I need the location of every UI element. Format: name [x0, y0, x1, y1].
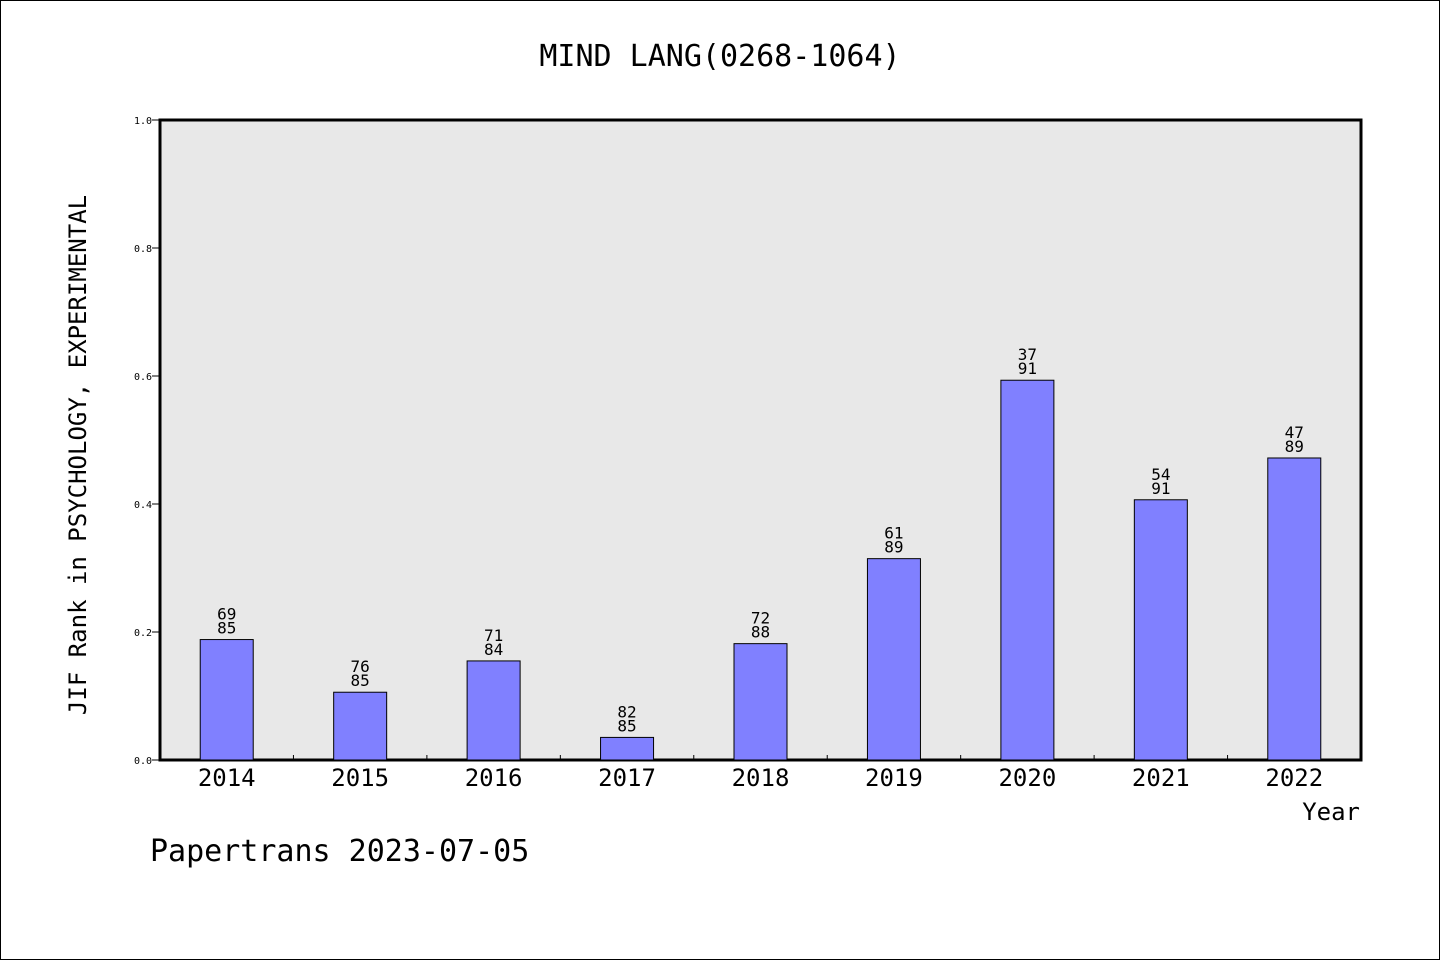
bar-2018	[733, 643, 788, 761]
bar-total-label: 91	[1151, 479, 1170, 498]
footer-source-label: Papertrans 2023-07-05	[150, 834, 530, 869]
bar-total-label: 84	[484, 640, 503, 659]
y-tick-label: 0.4	[134, 500, 152, 511]
bar-2014	[199, 639, 254, 761]
chart-title: MIND LANG(0268-1064)	[539, 39, 900, 74]
bar-rank-label: 54	[1151, 465, 1170, 484]
y-tick-label: 0.8	[134, 244, 152, 255]
x-axis-label: Year	[1302, 798, 1360, 826]
x-tick-label: 2020	[998, 764, 1056, 792]
bar-rank-label: 69	[217, 605, 236, 624]
bar-total-label: 85	[217, 619, 236, 638]
bar-2020	[1000, 379, 1055, 761]
bar-total-label: 85	[351, 671, 370, 690]
x-tick-label: 2015	[331, 764, 389, 792]
bar-rank-label: 71	[484, 626, 503, 645]
bar-2017	[600, 736, 655, 761]
x-tick-label: 2017	[598, 764, 656, 792]
bar-total-label: 89	[1285, 437, 1304, 456]
y-tick-label: 1.0	[134, 116, 152, 127]
y-tick-label: 0.0	[134, 756, 152, 767]
y-axis-label: JIF Rank in PSYCHOLOGY, EXPERIMENTAL	[64, 195, 92, 715]
x-axis-ticks	[292, 755, 1229, 760]
bar-total-label: 85	[617, 716, 636, 735]
y-axis-ticks: 0.0 0.2 0.4 0.6 0.8 1.0	[134, 116, 160, 767]
bars-group	[199, 379, 1322, 761]
bar-rank-label: 76	[351, 657, 370, 676]
bar-total-label: 88	[751, 623, 770, 642]
bar-rank-label: 82	[617, 702, 636, 721]
x-tick-label: 2014	[198, 764, 256, 792]
y-tick-label: 0.2	[134, 628, 152, 639]
bar-rank-label: 61	[884, 524, 903, 543]
x-tick-labels: 2014 2015 2016 2017 2018 2019 2020 2021 2022	[198, 764, 1323, 792]
bar-total-label: 91	[1018, 359, 1037, 378]
x-tick-label: 2021	[1132, 764, 1190, 792]
bar-2021	[1133, 499, 1188, 761]
bar-2019	[866, 558, 921, 761]
y-tick-label: 0.6	[134, 372, 152, 383]
bar-rank-label: 47	[1285, 423, 1304, 442]
bar-2016	[466, 660, 521, 761]
bar-rank-label: 37	[1018, 345, 1037, 364]
bar-total-label: 89	[884, 538, 903, 557]
x-tick-label: 2016	[465, 764, 523, 792]
x-tick-label: 2019	[865, 764, 923, 792]
bar-rank-label: 72	[751, 609, 770, 628]
bar-2022	[1267, 457, 1322, 761]
bar-2015	[333, 691, 388, 761]
x-tick-label: 2022	[1265, 764, 1323, 792]
x-tick-label: 2018	[732, 764, 790, 792]
